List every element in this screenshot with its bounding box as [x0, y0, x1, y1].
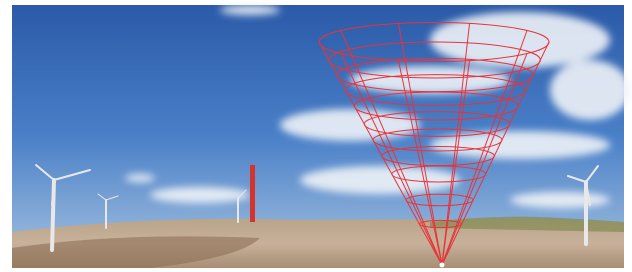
- met-mast: [250, 165, 255, 222]
- cloud: [150, 187, 250, 203]
- page: (() => { const g = document.getElementBy…: [0, 0, 632, 272]
- cloud: [550, 60, 630, 120]
- cloud: [300, 166, 460, 194]
- cloud: [220, 5, 280, 15]
- scene: [0, 0, 632, 272]
- cloud: [430, 12, 610, 68]
- cloud: [350, 66, 510, 94]
- cloud: [125, 174, 155, 182]
- cloud: [510, 192, 610, 208]
- lidar-origin: [440, 263, 445, 268]
